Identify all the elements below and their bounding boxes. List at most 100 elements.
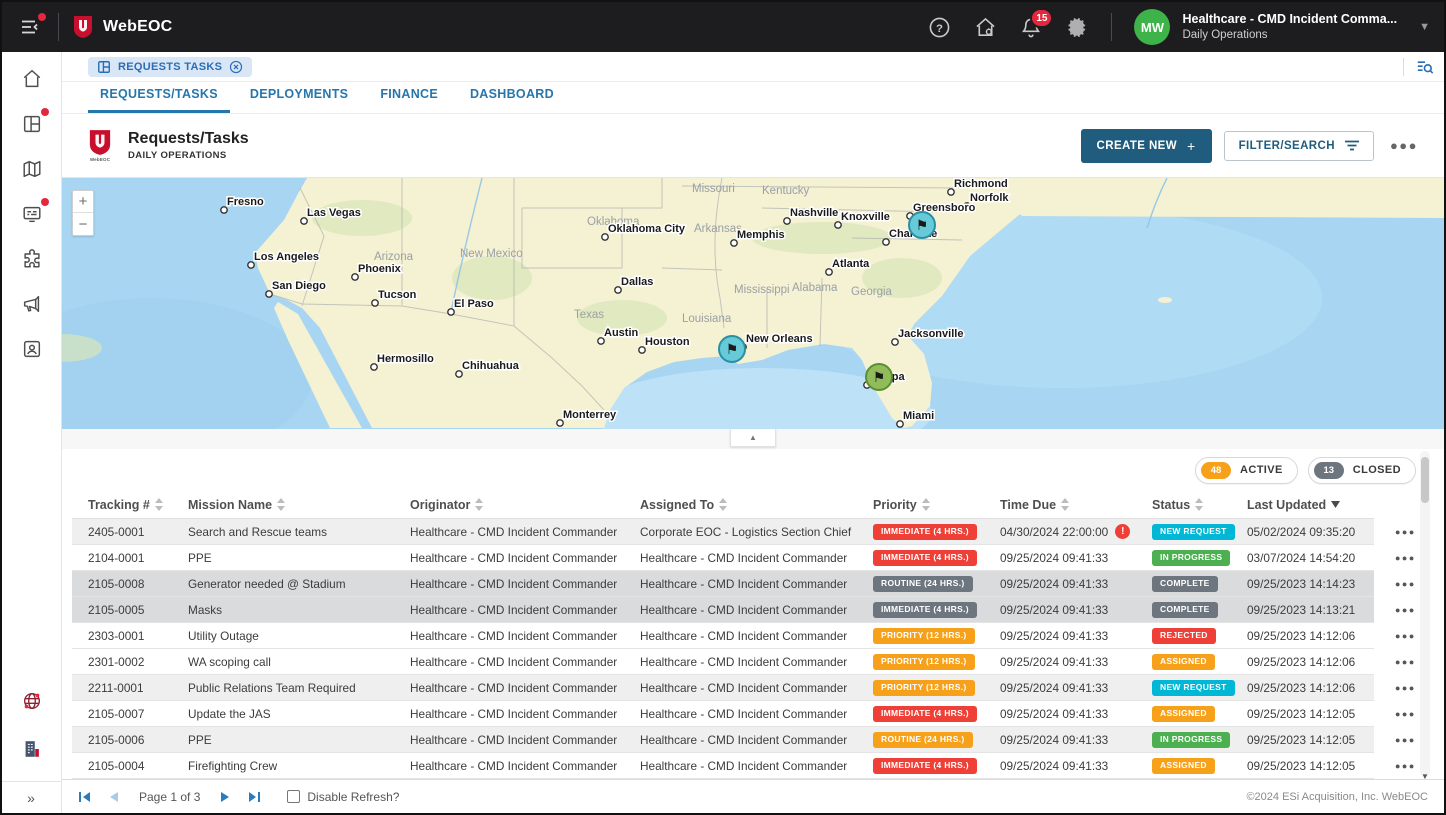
topbar-left: WebEOC (2, 13, 172, 41)
notifications-bell-icon[interactable]: 15 (1019, 8, 1054, 39)
first-page-button[interactable] (78, 791, 92, 803)
table-row[interactable]: 2303-0001 Utility Outage Healthcare - CMD … (72, 623, 1414, 649)
row-actions-button[interactable]: ●●● (1395, 578, 1416, 589)
main-content: REQUESTS TASKS REQUESTS/TASKS DEPLOYMENTS… (62, 52, 1444, 813)
messages-icon (22, 206, 41, 223)
last-updated: 09/25/2023 14:13:21 (1247, 602, 1356, 617)
city-label: Hermosillo (377, 353, 434, 365)
table-row[interactable]: 2105-0005 Masks Healthcare - CMD Incident … (72, 597, 1414, 623)
collapse-map-button[interactable]: ▲ (730, 429, 776, 447)
tab-requests-tasks[interactable]: REQUESTS/TASKS (88, 79, 230, 113)
originator: Healthcare - CMD Incident Commander (410, 550, 618, 565)
tab-dashboard[interactable]: DASHBOARD (469, 87, 554, 101)
column-header-assigned-to[interactable]: Assigned To (640, 498, 873, 512)
row-actions-button[interactable]: ●●● (1395, 604, 1416, 615)
column-header-originator[interactable]: Originator (410, 498, 640, 512)
gear-icon[interactable] (1065, 15, 1089, 39)
board-search-icon[interactable] (1416, 59, 1434, 75)
sidebar-item-home[interactable] (14, 61, 50, 97)
row-actions-button[interactable]: ●●● (1395, 552, 1416, 563)
status-badge: ASSIGNED (1152, 706, 1215, 722)
mission-name: Public Relations Team Required (188, 680, 356, 695)
state-label: Louisiana (682, 313, 732, 325)
column-header-time-due[interactable]: Time Due (1000, 498, 1152, 512)
last-updated: 03/07/2024 14:54:20 (1247, 550, 1356, 565)
sidebar-item-messages[interactable] (14, 196, 50, 232)
status-badge: NEW REQUEST (1152, 680, 1235, 696)
menu-collapse-icon[interactable] (18, 13, 46, 40)
column-header-last-updated[interactable]: Last Updated (1247, 498, 1395, 512)
city-dot (556, 419, 564, 427)
map-baja (274, 302, 362, 428)
active-filter-pill[interactable]: 48 ACTIVE (1195, 456, 1298, 484)
row-actions-button[interactable]: ●●● (1395, 708, 1416, 719)
close-icon[interactable] (229, 60, 243, 74)
assigned-to: Healthcare - CMD Incident Commander (640, 602, 848, 617)
row-actions-button[interactable]: ●●● (1395, 760, 1416, 771)
filter-search-button[interactable]: FILTER/SEARCH (1223, 130, 1374, 161)
next-page-button[interactable] (220, 791, 231, 803)
sidebar-item-contacts[interactable] (14, 331, 50, 367)
avatar[interactable]: MW (1134, 9, 1171, 45)
sidebar-expand-button[interactable]: » (2, 781, 61, 813)
priority-badge: IMMEDIATE (4 HRS.) (873, 602, 977, 618)
row-actions-button[interactable]: ●●● (1395, 526, 1416, 537)
sidebar-item-plugins[interactable] (14, 241, 50, 277)
originator: Healthcare - CMD Incident Commander (410, 524, 618, 539)
table-row[interactable]: 2105-0004 Firefighting Crew Healthcare - C… (72, 753, 1414, 779)
table-row[interactable]: 2105-0007 Update the JAS Healthcare - CMD … (72, 701, 1414, 727)
table-row[interactable]: 2105-0006 PPE Healthcare - CMD Incident Co… (72, 727, 1414, 753)
column-header-status[interactable]: Status (1152, 498, 1247, 512)
row-actions-button[interactable]: ●●● (1395, 682, 1416, 693)
scrollbar-down-arrow[interactable]: ▼ (1421, 772, 1429, 781)
previous-page-button[interactable] (108, 791, 119, 803)
row-actions-button[interactable]: ●●● (1395, 734, 1416, 745)
disable-refresh-checkbox[interactable] (287, 790, 301, 803)
status-badge: COMPLETE (1152, 576, 1218, 592)
zoom-in-button[interactable]: + (73, 191, 93, 213)
zoom-out-button[interactable]: − (78, 215, 88, 233)
more-actions-button[interactable]: ●●● (1389, 138, 1418, 153)
table-row[interactable]: 2405-0001 Search and Rescue teams Healthca… (72, 519, 1414, 545)
table-row[interactable]: 2104-0001 PPE Healthcare - CMD Incident Co… (72, 545, 1414, 571)
city-label: Las Vegas (307, 207, 361, 219)
workspace-chip[interactable]: REQUESTS TASKS (88, 56, 253, 77)
closed-filter-pill[interactable]: 13 CLOSED (1307, 456, 1416, 484)
flag-icon: ⚑ (726, 341, 739, 357)
scrollbar-thumb[interactable] (1421, 457, 1429, 503)
column-header-tracking-[interactable]: Tracking # (88, 498, 188, 512)
help-icon[interactable]: ? (927, 15, 951, 39)
sidebar-item-globe[interactable] (14, 683, 50, 719)
marker-tampa[interactable] (865, 363, 893, 391)
table-scrollbar[interactable]: ▼ (1420, 451, 1430, 781)
marker-charlotte[interactable] (908, 211, 936, 239)
home-settings-icon[interactable] (973, 15, 997, 39)
priority-badge: ROUTINE (24 HRS.) (873, 732, 973, 748)
tab-finance[interactable]: FINANCE (380, 87, 438, 101)
column-header-priority[interactable]: Priority (873, 498, 1000, 512)
chipbar-right (1403, 57, 1434, 76)
table-row[interactable]: 2211-0001 Public Relations Team Required H… (72, 675, 1414, 701)
row-actions-button[interactable]: ●●● (1395, 630, 1416, 641)
chevron-down-icon[interactable]: ▼ (1419, 21, 1430, 33)
last-page-button[interactable] (247, 791, 261, 803)
marker-new-orleans[interactable] (718, 335, 746, 363)
map-panel[interactable]: Missouri Kentucky Oklahoma Arkansas Mississi… (62, 178, 1444, 429)
user-block[interactable]: Healthcare - CMD Incident Comma... Daily… (1182, 12, 1397, 42)
sidebar-item-boards[interactable] (14, 106, 50, 142)
sidebar-item-announcements[interactable] (14, 286, 50, 322)
disable-refresh-control[interactable]: Disable Refresh? (287, 790, 399, 804)
priority-badge: PRIORITY (12 HRS.) (873, 654, 975, 670)
sidebar-item-organization[interactable] (14, 731, 50, 767)
table-row[interactable]: 2105-0008 Generator needed @ Stadium Healt… (72, 571, 1414, 597)
tab-deployments[interactable]: DEPLOYMENTS (249, 87, 349, 101)
last-updated: 05/02/2024 09:35:20 (1247, 524, 1356, 539)
table-row[interactable]: 2301-0002 WA scoping call Healthcare - CMD… (72, 649, 1414, 675)
user-position: Daily Operations (1182, 28, 1268, 41)
city-label: El Paso (454, 298, 494, 310)
create-new-button[interactable]: CREATE NEW + (1080, 128, 1212, 163)
column-header-mission-name[interactable]: Mission Name (188, 498, 410, 512)
sidebar-item-maps[interactable] (14, 151, 50, 187)
brand[interactable]: WebEOC (73, 15, 172, 39)
row-actions-button[interactable]: ●●● (1395, 656, 1416, 667)
